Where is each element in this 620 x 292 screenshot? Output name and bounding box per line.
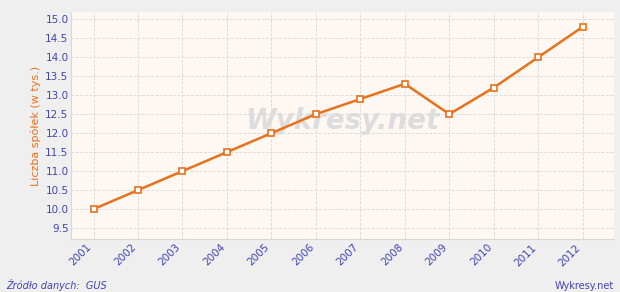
Text: Wykresy.net: Wykresy.net bbox=[246, 107, 440, 135]
Text: Źródło danych:  GUS: Źródło danych: GUS bbox=[6, 279, 107, 291]
Text: Wykresy.net: Wykresy.net bbox=[554, 281, 614, 291]
Y-axis label: Liczba spółek (w tys.): Liczba spółek (w tys.) bbox=[30, 65, 41, 186]
